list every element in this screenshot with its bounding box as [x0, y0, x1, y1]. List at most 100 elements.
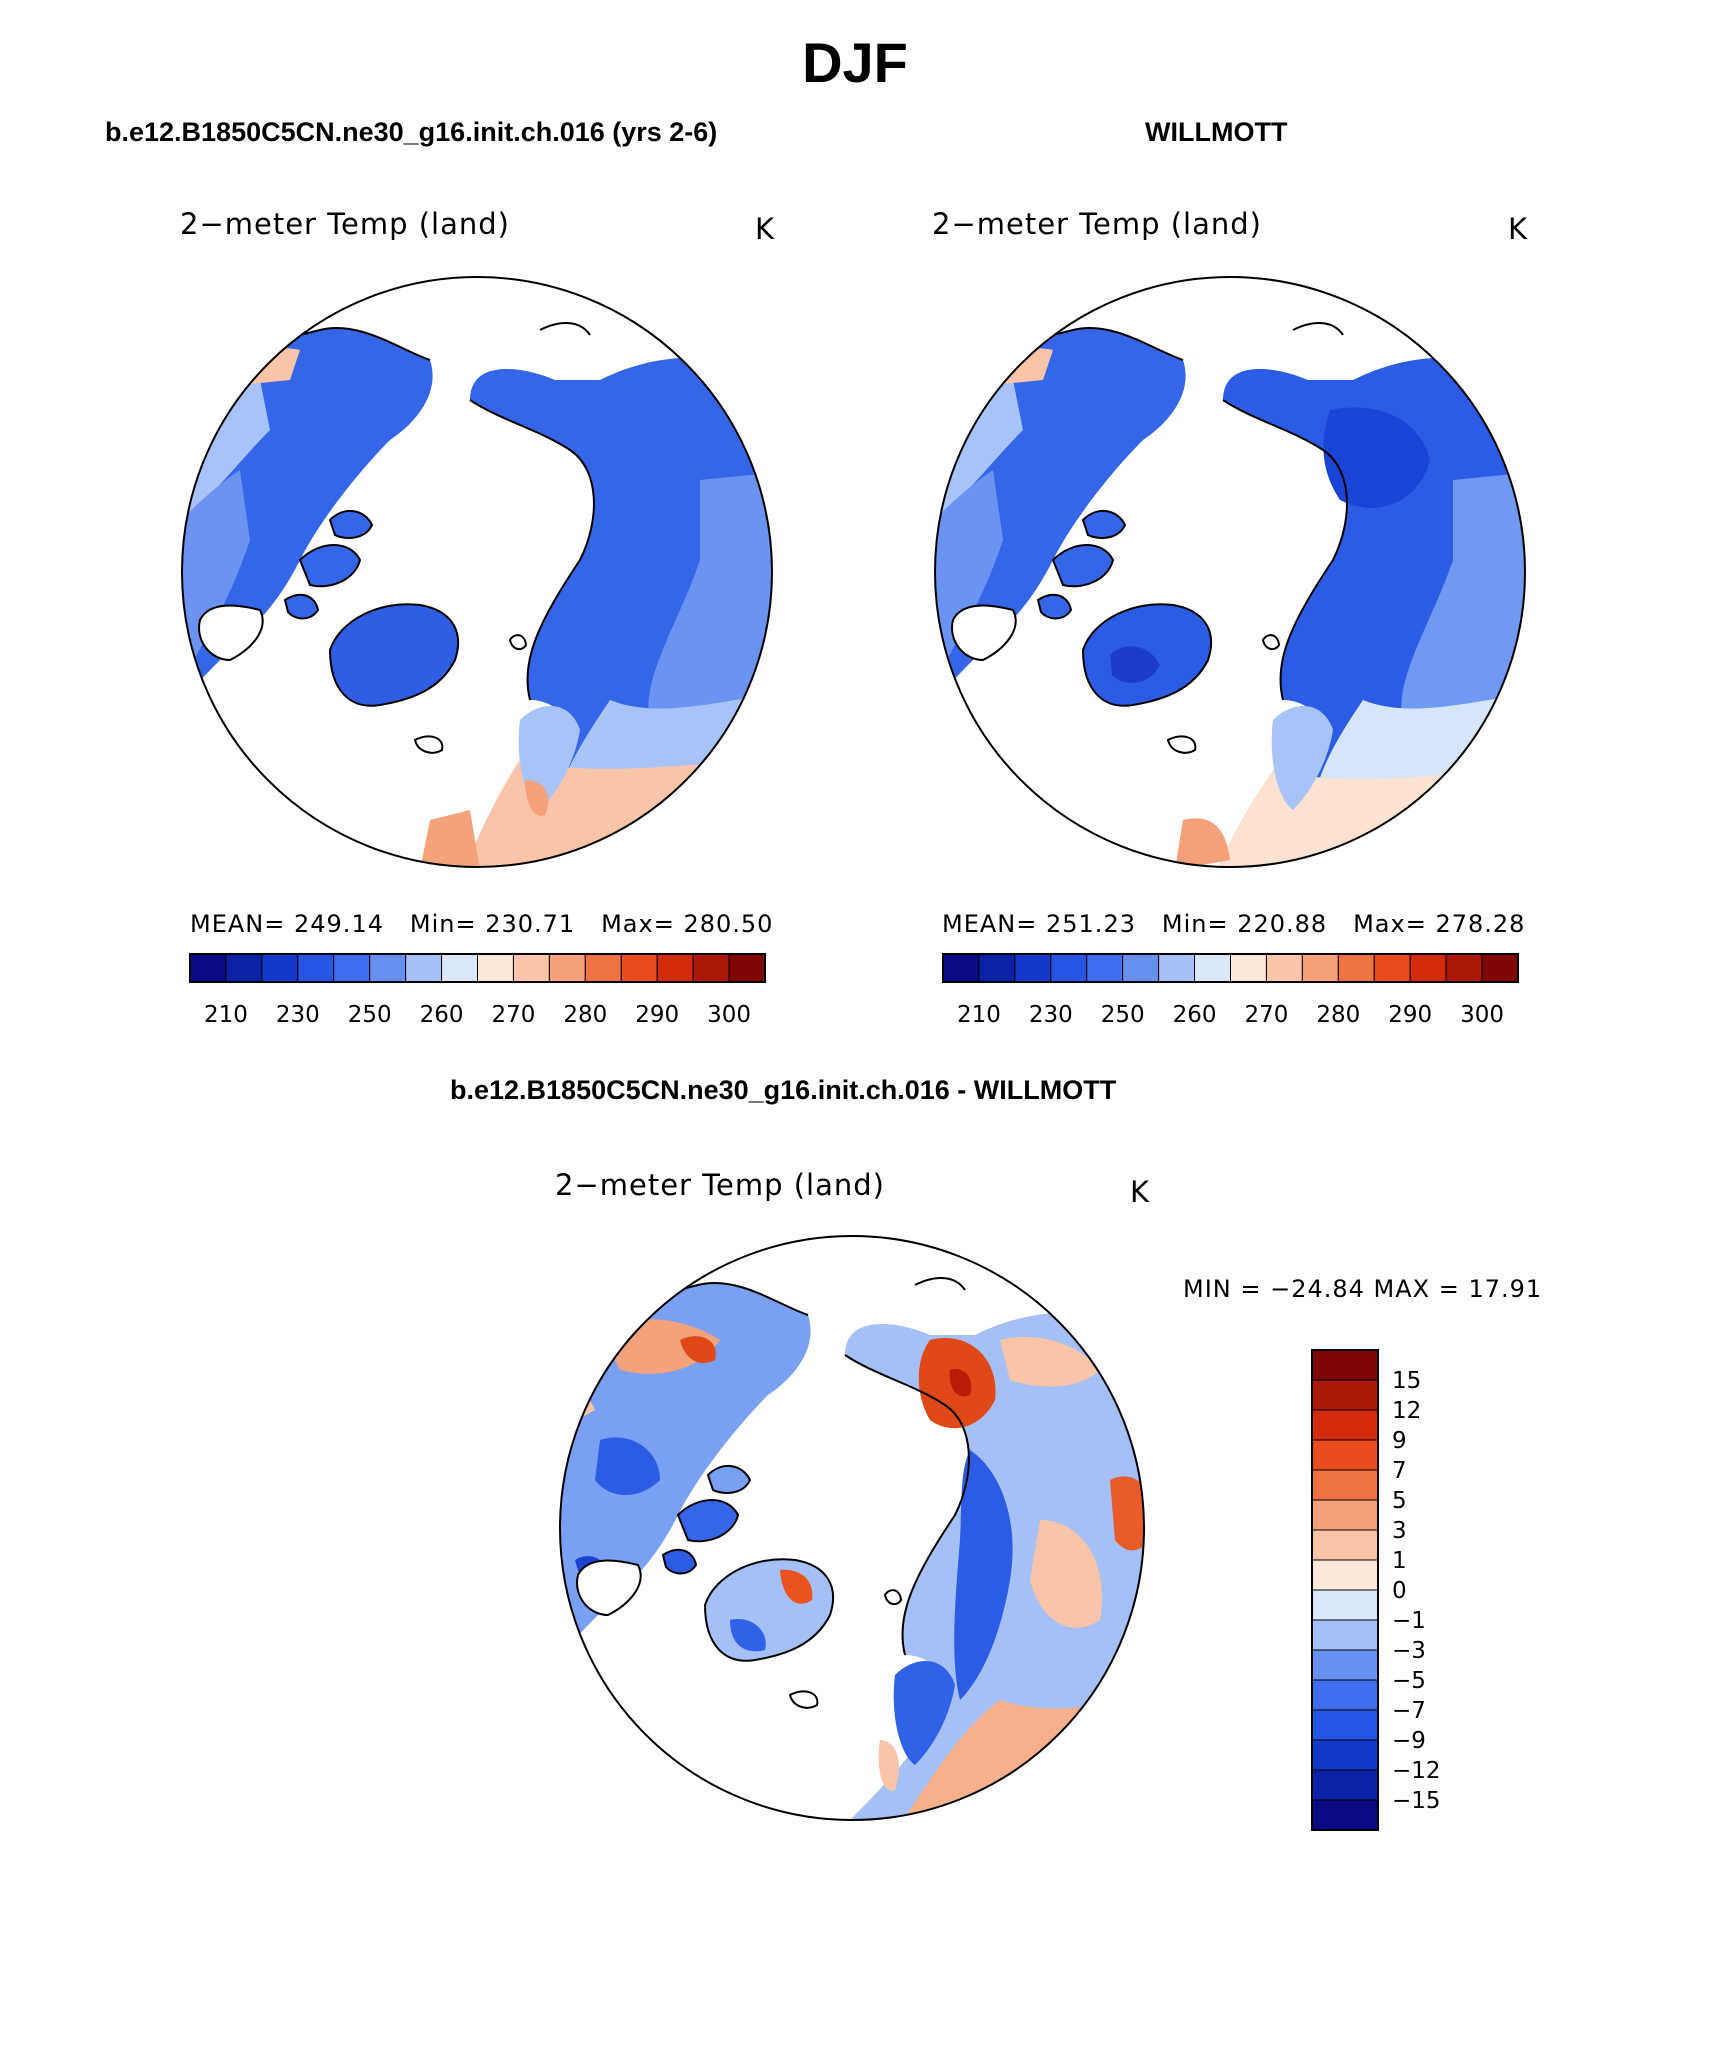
- panel3-variable-label: 2−meter Temp (land): [555, 1168, 885, 1202]
- panel1-colorbar-swatch-6: [405, 953, 443, 983]
- panel2-colorbar-tick-label: 250: [1101, 1002, 1145, 1028]
- panel2-dataset-title: WILLMOTT: [1145, 117, 1288, 147]
- panel1-colorbar-swatch-1: [225, 953, 263, 983]
- panel3-colorbar-swatch-10: [1311, 1649, 1379, 1681]
- panel2-colorbar-swatch-13: [1409, 953, 1447, 983]
- panel3-colorbar-swatch-15: [1311, 1799, 1379, 1831]
- panel2-colorbar: 210 230 250 260 270 280 290 300: [942, 953, 1519, 1028]
- panel1-stats: MEAN= 249.14 Min= 230.71 Max= 280.50: [190, 910, 774, 938]
- panel3-colorbar-tick-label: −3: [1392, 1638, 1426, 1664]
- panel1-colorbar-swatch-10: [548, 953, 586, 983]
- panel1-colorbar-swatch-7: [441, 953, 478, 983]
- panel2-colorbar-tick-label: 300: [1460, 1002, 1504, 1028]
- panel2-colorbar-swatch-0: [942, 953, 980, 983]
- panel1-colorbar-swatch-12: [620, 953, 658, 983]
- panel1-colorbar-swatch-5: [369, 953, 407, 983]
- panel3-colorbar-outline: [1311, 1349, 1379, 1831]
- panel3-colorbar-swatch-5: [1311, 1499, 1379, 1531]
- panel2-colorbar-swatch-1: [978, 953, 1016, 983]
- panel2-colorbar-swatch-2: [1014, 953, 1052, 983]
- panel3-colorbar-swatch-4: [1311, 1469, 1379, 1501]
- panel1-colorbar-swatch-0: [189, 953, 227, 983]
- panel3-colorbar-swatch-8: [1311, 1589, 1379, 1621]
- panel1-colorbar-tick-label: 250: [348, 1002, 392, 1028]
- panel3-colorbar: 15 12 9 7 5 3 1 0 −1 −3 −5 −7 −9 −12 −15: [1311, 1349, 1441, 1831]
- panel1-colorbar-swatch-13: [656, 953, 694, 983]
- panel3-colorbar-swatch-1: [1311, 1379, 1379, 1411]
- panel1-map: [181, 276, 773, 868]
- panel1-colorbar-tick-label: 230: [276, 1002, 320, 1028]
- panel2-colorbar-swatch-12: [1373, 953, 1411, 983]
- panel1-colorbar: 210 230 250 260 270 280 290 300: [189, 953, 766, 1028]
- panel3-colorbar-swatch-12: [1311, 1709, 1379, 1741]
- panel1-colorbar-outline: [189, 953, 766, 983]
- panel2-map: [934, 276, 1526, 868]
- panel1-colorbar-swatch-15: [728, 953, 766, 983]
- panel3-colorbar-tick-label: 12: [1392, 1398, 1421, 1424]
- panel3-colorbar-swatch-14: [1311, 1769, 1379, 1801]
- panel2-colorbar-swatch-6: [1158, 953, 1196, 983]
- panel3-colorbar-tick-label: 7: [1392, 1458, 1407, 1484]
- panel1-colorbar-tick-label: 210: [204, 1002, 248, 1028]
- panel3-colorbar-tick-label: −15: [1392, 1788, 1441, 1814]
- panel3-colorbar-tick-label: −9: [1392, 1728, 1426, 1754]
- panel3-colorbar-tick-label: 5: [1392, 1488, 1407, 1514]
- figure-title: DJF: [802, 31, 908, 94]
- panel2-colorbar-swatch-11: [1337, 953, 1375, 983]
- panel1-dataset-title: b.e12.B1850C5CN.ne30_g16.init.ch.016 (yr…: [105, 117, 718, 147]
- panel2-scandinavia-land: [1271, 706, 1333, 810]
- panel3-units-label: K: [1130, 1175, 1151, 1209]
- panel3-colorbar-tick-label: −12: [1392, 1758, 1441, 1784]
- panel3-colorbar-tick-label: 15: [1392, 1368, 1421, 1394]
- panel2-colorbar-swatch-5: [1122, 953, 1160, 983]
- panel1-colorbar-tick-label: 280: [563, 1002, 607, 1028]
- panel2-colorbar-swatch-3: [1050, 953, 1088, 983]
- panel2-colorbar-swatch-7: [1194, 953, 1231, 983]
- panel2-colorbar-tick-label: 290: [1388, 1002, 1432, 1028]
- panel3-colorbar-swatch-6: [1311, 1529, 1379, 1561]
- panel3-colorbar-tick-label: −1: [1392, 1608, 1426, 1634]
- panel3-scandinavia-land: [893, 1661, 955, 1765]
- panel1-colorbar-tick-label: 260: [420, 1002, 464, 1028]
- panel3-colorbar-tick-label: 3: [1392, 1518, 1407, 1544]
- panel3-colorbar-swatch-11: [1311, 1679, 1379, 1711]
- panel3-dataset-title: b.e12.B1850C5CN.ne30_g16.init.ch.016 - W…: [450, 1075, 1117, 1105]
- panel2-colorbar-swatch-10: [1301, 953, 1339, 983]
- panel2-colorbar-tick-label: 210: [957, 1002, 1001, 1028]
- panel3-colorbar-swatch-0: [1311, 1349, 1379, 1381]
- panel2-colorbar-tick-label: 260: [1173, 1002, 1217, 1028]
- panel3-colorbar-tick-label: −5: [1392, 1668, 1426, 1694]
- panel2-colorbar-swatch-14: [1445, 953, 1483, 983]
- panel1-greenland-land: [328, 603, 460, 707]
- panel3-colorbar-tick-label: 0: [1392, 1578, 1407, 1604]
- panel1-colorbar-swatch-11: [584, 953, 622, 983]
- panel3-colorbar-tick-label: −7: [1392, 1698, 1426, 1724]
- panel1-colorbar-swatch-9: [512, 953, 550, 983]
- panel3-colorbar-tick-label: 1: [1392, 1548, 1407, 1574]
- panel3-minmax: MIN = −24.84 MAX = 17.91: [1183, 1275, 1543, 1303]
- panel1-colorbar-tick-label: 290: [635, 1002, 679, 1028]
- panel2-colorbar-swatch-9: [1265, 953, 1303, 983]
- panel2-colorbar-tick-label: 280: [1316, 1002, 1360, 1028]
- panel3-colorbar-swatch-13: [1311, 1739, 1379, 1771]
- panel2-colorbar-tick-label: 230: [1029, 1002, 1073, 1028]
- panel3-colorbar-swatch-3: [1311, 1439, 1379, 1471]
- panel2-colorbar-swatch-15: [1481, 953, 1519, 983]
- panel2-colorbar-tick-label: 270: [1244, 1002, 1288, 1028]
- panel1-colorbar-swatch-4: [333, 953, 371, 983]
- panel3-colorbar-swatch-7: [1311, 1559, 1379, 1591]
- panel2-colorbar-swatch-8: [1230, 953, 1267, 983]
- panel3-colorbar-tick-label: 9: [1392, 1428, 1407, 1454]
- panel3-colorbar-swatch-2: [1311, 1409, 1379, 1441]
- panel2-colorbar-swatch-4: [1086, 953, 1124, 983]
- panel2-stats: MEAN= 251.23 Min= 220.88 Max= 278.28: [942, 910, 1526, 938]
- panel1-colorbar-swatch-3: [297, 953, 335, 983]
- panel2-units-label: K: [1508, 212, 1529, 246]
- panel1-colorbar-swatch-8: [477, 953, 514, 983]
- panel1-units-label: K: [755, 212, 776, 246]
- panel3-map: [559, 1235, 1145, 1821]
- panel1-colorbar-swatch-14: [692, 953, 730, 983]
- panel1-colorbar-tick-label: 270: [491, 1002, 535, 1028]
- panel2-colorbar-outline: [942, 953, 1519, 983]
